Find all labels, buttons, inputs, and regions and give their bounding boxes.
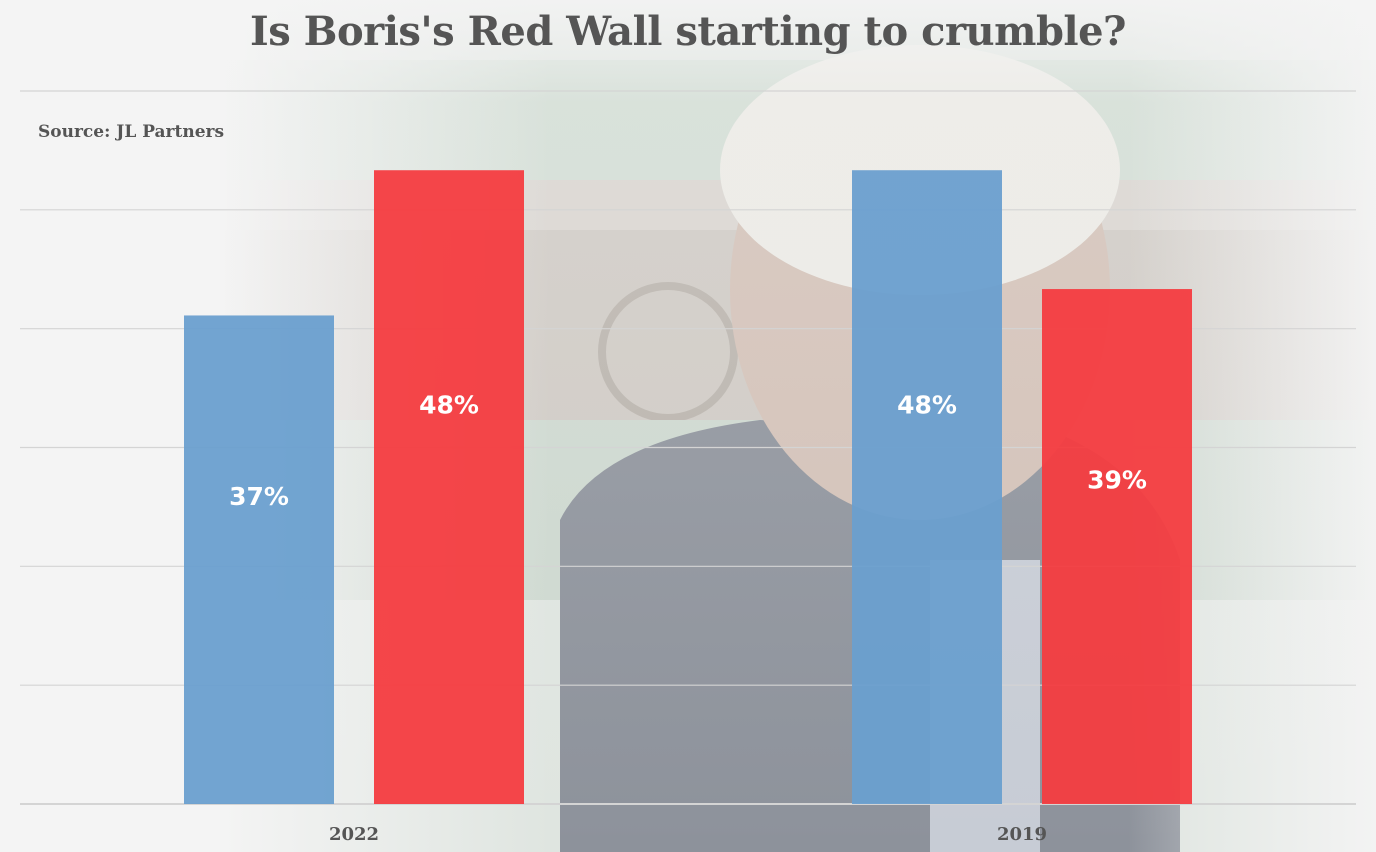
bar [374, 170, 524, 804]
bar-value-label: 37% [229, 482, 289, 511]
bar [852, 170, 1002, 804]
chart-title: Is Boris's Red Wall starting to crumble? [250, 8, 1127, 55]
bar [1042, 289, 1192, 804]
category-labels: 2022 2019 [329, 824, 1047, 845]
category-label: 2019 [997, 824, 1047, 845]
source-note: Source: JL Partners [38, 122, 225, 142]
category-label: 2022 [329, 824, 379, 845]
bar-value-label: 48% [897, 391, 957, 420]
bar-value-label: 48% [419, 391, 479, 420]
bar [184, 315, 334, 804]
bar-value-label: 39% [1087, 466, 1147, 495]
bars: 37% 48% 48% 39% [184, 170, 1192, 804]
